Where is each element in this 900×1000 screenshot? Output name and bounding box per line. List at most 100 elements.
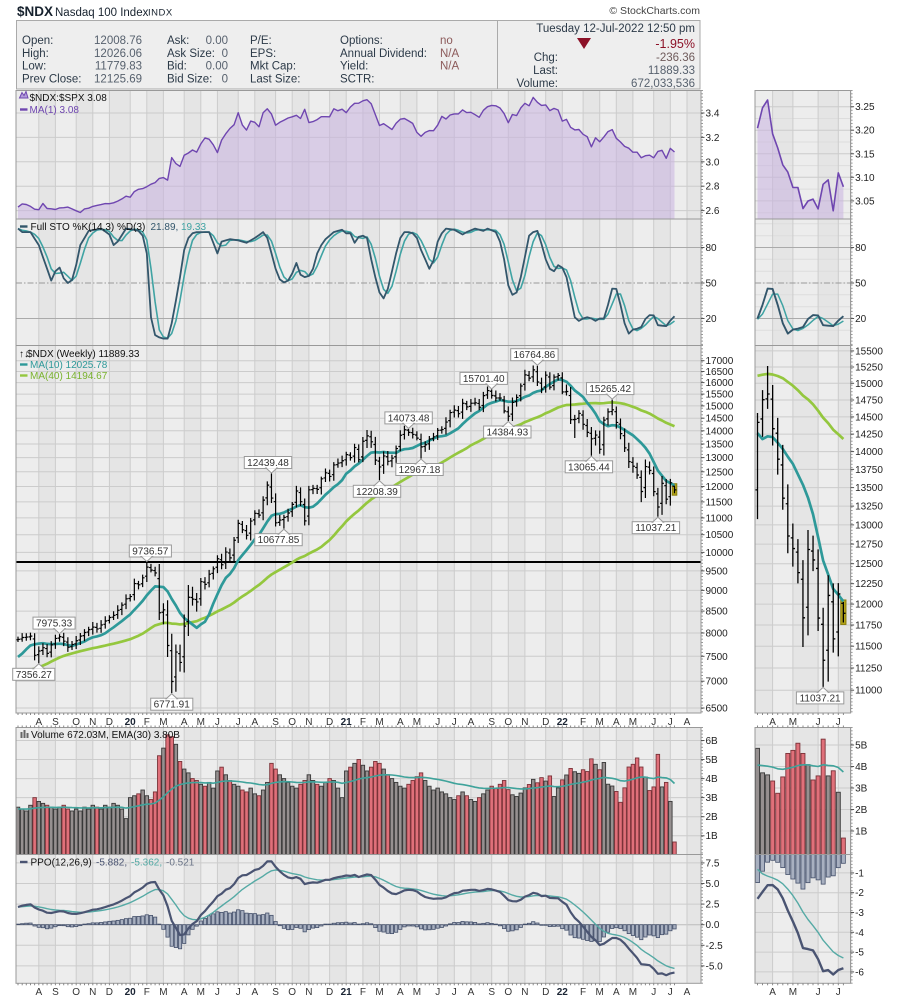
svg-text:15500: 15500 [855,346,883,357]
svg-text:21: 21 [341,717,353,728]
svg-text:10000: 10000 [706,548,734,559]
svg-text:$NDX:$SPX 3.08: $NDX:$SPX 3.08 [30,93,108,104]
svg-text:12026.06: 12026.06 [94,48,142,60]
svg-text:High:: High: [22,48,49,60]
svg-text:14384.93: 14384.93 [486,428,528,439]
svg-text:A: A [251,717,258,728]
svg-text:INDX: INDX [148,8,173,19]
svg-text:16500: 16500 [706,367,734,378]
svg-text:N/A: N/A [440,48,460,60]
svg-text:12000: 12000 [855,600,883,611]
svg-text:A: A [181,987,188,998]
svg-text:12250: 12250 [855,579,883,590]
svg-text:N: N [89,987,96,998]
svg-text:11750: 11750 [855,621,883,632]
svg-text:5B: 5B [706,755,719,766]
svg-text:MA(10) 12025.78: MA(10) 12025.78 [30,360,108,371]
svg-text:11779.83: 11779.83 [95,61,142,73]
svg-text:14750: 14750 [855,396,883,407]
svg-text:M: M [596,717,604,728]
svg-text:7975.33: 7975.33 [36,619,73,630]
svg-text:11000: 11000 [706,513,734,524]
svg-text:1B: 1B [855,827,868,838]
svg-text:21.89,: 21.89, [151,222,179,233]
svg-text:15701.40: 15701.40 [463,374,505,385]
svg-text:13750: 13750 [855,465,883,476]
svg-text:M: M [159,987,167,998]
svg-text:13500: 13500 [855,483,883,494]
svg-text:-3: -3 [855,908,864,919]
svg-text:F: F [580,717,586,728]
svg-text:O: O [72,717,80,728]
svg-text:10500: 10500 [706,530,734,541]
svg-text:14000: 14000 [706,426,734,437]
svg-text:13500: 13500 [706,440,734,451]
svg-text:PPO(12,26,9): PPO(12,26,9) [31,858,92,869]
svg-text:N: N [521,717,528,728]
svg-text:-1.95%: -1.95% [655,37,695,51]
svg-text:-6: -6 [855,967,864,978]
svg-text:J: J [816,717,821,728]
svg-text:20: 20 [125,987,137,998]
svg-text:15265.42: 15265.42 [589,384,631,395]
svg-text:A: A [613,987,620,998]
svg-text:12008.76: 12008.76 [94,35,142,47]
svg-text:J: J [215,717,220,728]
svg-text:11000: 11000 [855,686,883,697]
svg-text:7000: 7000 [706,677,729,688]
svg-text:5B: 5B [855,741,868,752]
svg-text:S: S [488,987,495,998]
svg-text:O: O [288,987,296,998]
svg-text:-5.882,: -5.882, [96,858,127,869]
svg-text:3B: 3B [855,784,868,795]
svg-text:SCTR:: SCTR: [340,73,375,85]
svg-text:O: O [288,717,296,728]
svg-text:Chg:: Chg: [534,52,558,64]
svg-text:80: 80 [706,243,718,254]
svg-text:11500: 11500 [855,642,883,653]
svg-text:Nasdaq 100 Index: Nasdaq 100 Index [55,7,149,19]
svg-text:11250: 11250 [855,664,883,675]
svg-text:J: J [816,987,821,998]
svg-text:S: S [272,987,279,998]
svg-text:13065.44: 13065.44 [568,462,610,473]
svg-text:Tuesday 12-Jul-2022 12:50 pm: Tuesday 12-Jul-2022 12:50 pm [536,23,695,35]
svg-text:11500: 11500 [706,497,734,508]
svg-text:N: N [89,717,96,728]
svg-text:3.10: 3.10 [855,173,875,184]
svg-text:-5.362,: -5.362, [131,858,162,869]
svg-text:M: M [197,717,205,728]
svg-text:7500: 7500 [706,652,729,663]
svg-text:-2.5: -2.5 [706,941,724,952]
svg-text:3.4: 3.4 [706,109,720,120]
svg-text:-236.36: -236.36 [656,52,695,64]
svg-text:8500: 8500 [706,607,729,618]
svg-text:16764.86: 16764.86 [514,350,556,361]
svg-text:A: A [684,987,691,998]
svg-text:Mkt Cap:: Mkt Cap: [250,61,296,73]
svg-text:Open:: Open: [22,35,53,47]
svg-text:12500: 12500 [855,559,883,570]
svg-text:20: 20 [706,314,718,325]
svg-text:S: S [52,987,59,998]
svg-text:21: 21 [341,987,353,998]
svg-text:13000: 13000 [706,453,734,464]
svg-text:Ask:: Ask: [167,35,189,47]
svg-text:13250: 13250 [855,502,883,513]
svg-text:0: 0 [222,48,228,60]
svg-text:Yield:: Yield: [340,61,368,73]
svg-text:F: F [144,717,150,728]
svg-text:6771.91: 6771.91 [154,700,191,711]
svg-text:A: A [769,717,776,728]
svg-text:2.6: 2.6 [706,206,720,217]
svg-text:J: J [836,717,841,728]
svg-text:M: M [159,717,167,728]
svg-text:EPS:: EPS: [250,48,276,60]
svg-text:6B: 6B [706,736,719,747]
svg-text:F: F [360,717,366,728]
svg-text:A: A [251,987,258,998]
svg-text:20: 20 [855,314,867,325]
svg-text:3.25: 3.25 [855,102,875,113]
svg-text:M: M [789,717,797,728]
svg-text:17000: 17000 [706,356,734,367]
